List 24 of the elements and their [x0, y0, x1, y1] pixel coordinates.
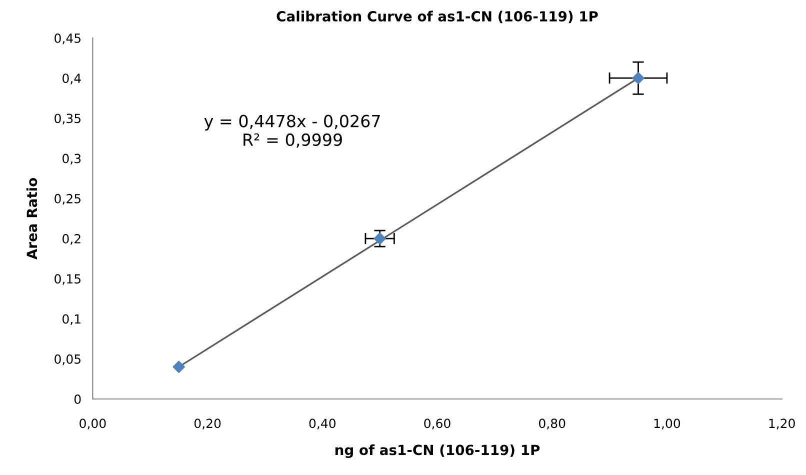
x-axis-title: ng of as1-CN (106-119) 1P [335, 444, 540, 458]
x-tick-label: 0,60 [424, 418, 450, 430]
y-tick-label: 0,4 [62, 74, 81, 84]
y-tick-label: 0,1 [62, 314, 80, 325]
point [632, 72, 644, 84]
x-tick-label: 1,20 [769, 418, 795, 430]
x-tick-label: 0,80 [539, 418, 566, 430]
y-tick-label: 0,45 [54, 33, 80, 44]
y-tick-label: 0,3 [62, 154, 81, 165]
x-tick-label: 0,20 [194, 418, 221, 430]
y-tick-label: 0 [74, 394, 81, 404]
x-tick-label: 0,40 [309, 418, 336, 430]
y-tick-label: 0,35 [54, 114, 80, 124]
y-tick-label: 0,15 [54, 274, 80, 285]
point [374, 232, 386, 245]
y-tick-label: 0,2 [62, 234, 80, 245]
point [172, 360, 185, 373]
y-tick-label: 0,25 [54, 194, 80, 205]
y-axis-title: Area Ratio [26, 178, 38, 260]
x-tick-label: 1,00 [654, 418, 680, 430]
x-tick-label: 0,00 [80, 418, 106, 430]
y-tick-label: 0,05 [54, 354, 80, 366]
annotation: y = 0,4478x - 0,0267 R² = 0,9999 [204, 114, 380, 148]
chart-title: Calibration Curve of as1-CN (106-119) 1P [276, 10, 598, 24]
